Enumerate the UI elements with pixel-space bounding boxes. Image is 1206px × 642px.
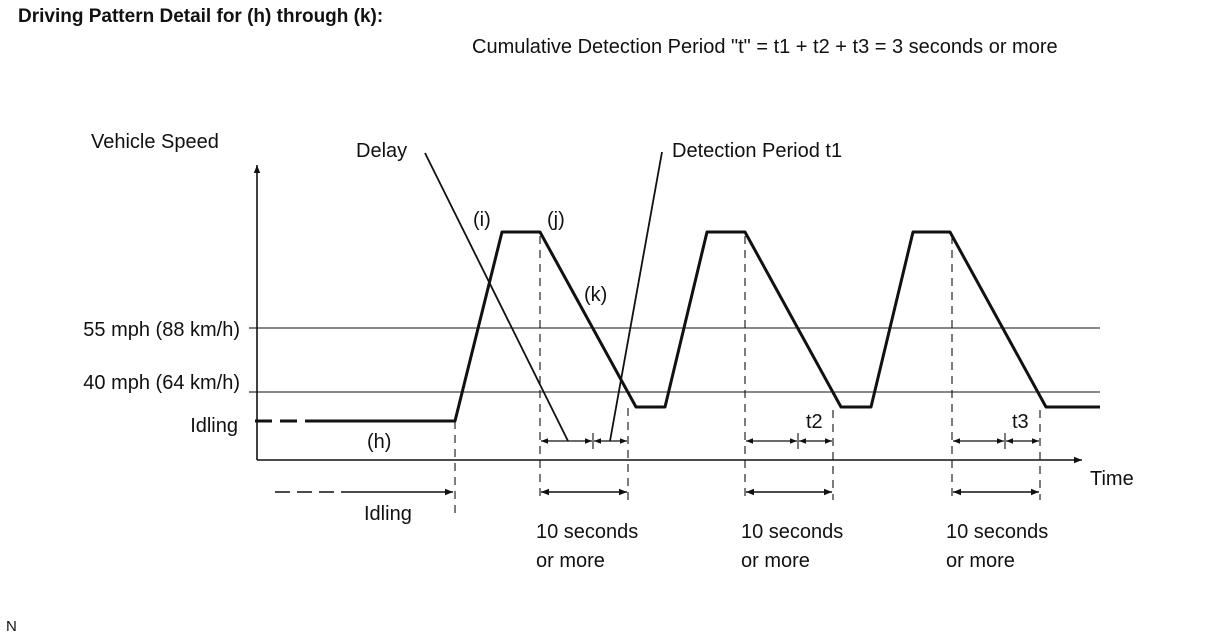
cycle1-duration-line1: 10 seconds: [536, 521, 638, 543]
cycle3-duration-line2: or more: [946, 550, 1015, 572]
cycle1-duration-line2: or more: [536, 550, 605, 572]
delay-callout-line: [424, 152, 569, 442]
speed-40-label: 40 mph (64 km/h): [83, 372, 240, 394]
cycle2-duration-line1: 10 seconds: [741, 521, 843, 543]
cycle2-duration-line2: or more: [741, 550, 810, 572]
t2-label: t2: [806, 411, 823, 433]
idling-speed-label: Idling: [190, 415, 238, 437]
x-axis-label: Time: [1090, 468, 1134, 490]
speed-trace: [322, 230, 1100, 423]
guide-lines: [454, 236, 1041, 516]
t3-label: t3: [1012, 411, 1029, 433]
diagram-title: Driving Pattern Detail for (h) through (…: [18, 6, 384, 27]
step-i-label: (i): [473, 209, 491, 231]
detection-callout-line: [609, 151, 663, 442]
detection-callout-label: Detection Period t1: [672, 140, 842, 162]
speed-55-label: 55 mph (88 km/h): [83, 319, 240, 341]
step-h-label: (h): [367, 431, 391, 453]
cumulative-formula: Cumulative Detection Period "t" = t1 + t…: [472, 36, 1058, 58]
step-j-label: (j): [547, 209, 565, 231]
delay-callout-label: Delay: [356, 140, 407, 162]
figure-code: N: [6, 618, 17, 635]
y-axis-label: Vehicle Speed: [91, 131, 219, 153]
idling-duration-label: Idling: [364, 503, 412, 525]
step-k-label: (k): [584, 284, 607, 306]
cycle3-duration-line1: 10 seconds: [946, 521, 1048, 543]
